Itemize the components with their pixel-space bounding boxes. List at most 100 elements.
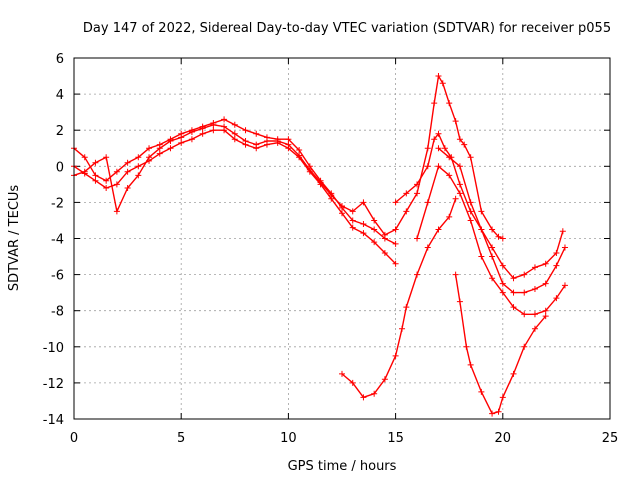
data-point-marker bbox=[371, 217, 378, 224]
data-point-marker bbox=[381, 249, 388, 256]
data-point-marker bbox=[221, 116, 228, 123]
series-arc-4 bbox=[392, 130, 566, 282]
data-point-marker bbox=[435, 226, 442, 233]
data-point-marker bbox=[456, 190, 463, 197]
data-point-marker bbox=[253, 141, 260, 148]
series-trace bbox=[438, 147, 566, 294]
series-arc-5 bbox=[392, 73, 506, 242]
data-point-marker bbox=[542, 313, 549, 320]
data-point-marker bbox=[403, 208, 410, 215]
data-point-marker bbox=[231, 136, 238, 143]
data-point-marker bbox=[435, 130, 442, 137]
data-point-marker bbox=[478, 226, 485, 233]
data-point-marker bbox=[467, 361, 474, 368]
data-point-marker bbox=[461, 141, 468, 148]
data-point-marker bbox=[285, 141, 292, 148]
data-point-marker bbox=[188, 136, 195, 143]
data-point-marker bbox=[478, 388, 485, 395]
data-point-marker bbox=[178, 139, 185, 146]
data-point-marker bbox=[542, 307, 549, 314]
data-point-marker bbox=[156, 150, 163, 157]
data-point-marker bbox=[456, 163, 463, 170]
series-arc-3 bbox=[71, 121, 399, 238]
data-point-marker bbox=[510, 370, 517, 377]
data-point-marker bbox=[349, 208, 356, 215]
data-point-marker bbox=[274, 138, 281, 145]
series-arc-9 bbox=[452, 271, 549, 417]
data-point-marker bbox=[135, 172, 142, 179]
data-point-marker bbox=[446, 172, 453, 179]
data-point-marker bbox=[113, 208, 120, 215]
data-point-marker bbox=[381, 376, 388, 383]
data-point-marker bbox=[452, 195, 459, 202]
data-point-marker bbox=[489, 226, 496, 233]
series-trace bbox=[394, 75, 504, 240]
data-point-marker bbox=[285, 136, 292, 143]
data-point-marker bbox=[499, 235, 506, 242]
data-point-marker bbox=[135, 163, 142, 170]
series-trace bbox=[454, 274, 547, 415]
data-point-marker bbox=[559, 228, 566, 235]
data-point-marker bbox=[521, 343, 528, 350]
data-point-marker bbox=[167, 145, 174, 152]
data-point-marker bbox=[446, 100, 453, 107]
data-point-marker bbox=[339, 370, 345, 377]
data-point-marker bbox=[199, 125, 206, 132]
data-point-marker bbox=[424, 145, 431, 152]
data-point-marker bbox=[124, 168, 131, 175]
data-point-marker bbox=[392, 260, 399, 267]
y-tick-label: 6 bbox=[56, 52, 64, 67]
data-point-marker bbox=[360, 394, 367, 401]
data-point-marker bbox=[542, 280, 549, 287]
y-tick-label: 4 bbox=[56, 88, 64, 103]
data-point-marker bbox=[478, 208, 485, 215]
data-point-marker bbox=[371, 239, 378, 246]
series-arc-6 bbox=[435, 145, 568, 296]
x-tick-label: 0 bbox=[70, 431, 78, 446]
data-point-marker bbox=[467, 199, 474, 206]
data-point-marker bbox=[414, 271, 421, 278]
data-point-marker bbox=[452, 271, 459, 278]
data-point-marker bbox=[478, 253, 485, 260]
data-point-marker bbox=[467, 208, 474, 215]
grid-lines bbox=[74, 58, 610, 419]
data-point-marker bbox=[231, 130, 238, 137]
data-point-marker bbox=[92, 159, 99, 166]
data-point-marker bbox=[489, 244, 496, 251]
y-tick-label: -12 bbox=[43, 377, 64, 392]
y-tick-label: -14 bbox=[43, 413, 64, 428]
data-point-marker bbox=[489, 410, 496, 417]
data-point-marker bbox=[403, 304, 410, 311]
data-point-marker bbox=[452, 118, 459, 125]
data-point-marker bbox=[531, 325, 538, 332]
series-arc-7 bbox=[414, 163, 568, 318]
data-point-marker bbox=[339, 203, 345, 210]
data-point-marker bbox=[349, 217, 356, 224]
x-tick-label: 25 bbox=[602, 431, 619, 446]
data-point-marker bbox=[81, 168, 88, 175]
series-trace bbox=[73, 129, 397, 265]
data-point-marker bbox=[81, 154, 88, 161]
data-point-marker bbox=[146, 154, 153, 161]
data-point-marker bbox=[431, 136, 438, 143]
data-point-marker bbox=[553, 262, 560, 269]
data-point-marker bbox=[561, 282, 568, 289]
data-point-marker bbox=[113, 181, 120, 188]
data-point-marker bbox=[92, 177, 99, 184]
axis-ticks: 0 5 10 15 20 25 -14 -12 -10 -8 -6 -4 -2 0 2 4 6 bbox=[43, 52, 619, 446]
data-point-marker bbox=[424, 163, 431, 170]
y-tick-label: -8 bbox=[51, 305, 64, 320]
data-point-marker bbox=[435, 145, 442, 152]
data-series bbox=[71, 73, 568, 417]
y-tick-label: -4 bbox=[51, 233, 64, 248]
data-point-marker bbox=[381, 231, 388, 238]
data-point-marker bbox=[521, 271, 528, 278]
data-point-marker bbox=[349, 379, 356, 386]
data-point-marker bbox=[414, 235, 421, 242]
data-point-marker bbox=[499, 262, 506, 269]
data-point-marker bbox=[242, 127, 249, 134]
data-point-marker bbox=[542, 260, 549, 267]
data-point-marker bbox=[296, 147, 303, 154]
data-point-marker bbox=[510, 304, 517, 311]
data-point-marker bbox=[399, 325, 406, 332]
